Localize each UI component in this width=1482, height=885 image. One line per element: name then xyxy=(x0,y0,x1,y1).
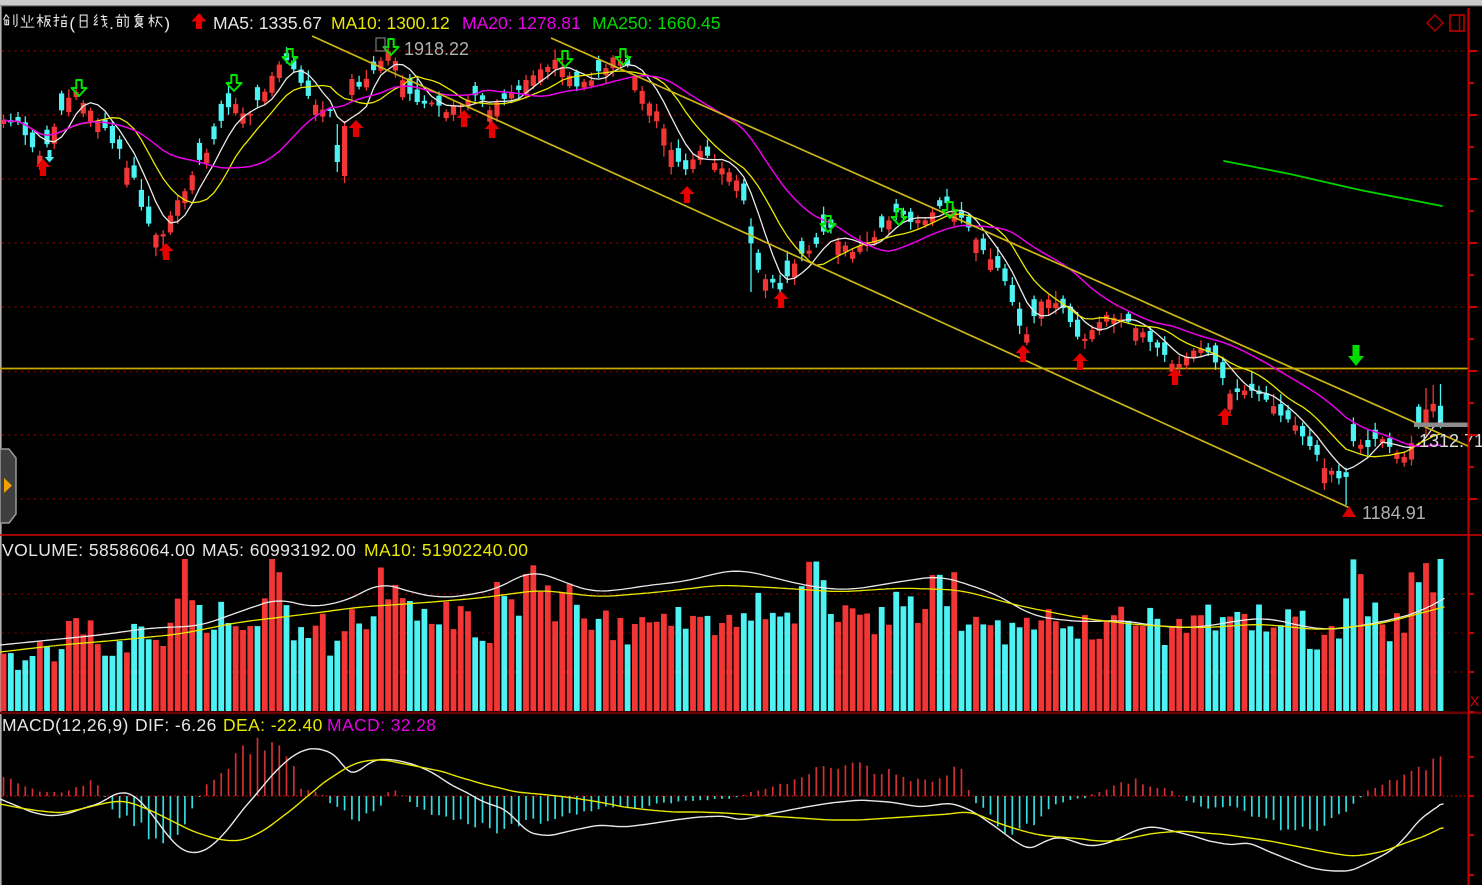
svg-text:MACD(12,26,9): MACD(12,26,9) xyxy=(2,715,129,735)
svg-text:1918.22: 1918.22 xyxy=(404,39,469,59)
svg-text:MA10: 1300.12: MA10: 1300.12 xyxy=(331,13,450,33)
svg-text:X: X xyxy=(1470,693,1480,709)
svg-text:1312.71: 1312.71 xyxy=(1419,431,1482,451)
svg-text:MA20: 1278.81: MA20: 1278.81 xyxy=(462,13,581,33)
svg-text:.: . xyxy=(109,14,114,33)
svg-text:DIF: -6.26: DIF: -6.26 xyxy=(135,715,217,735)
svg-text:MA5: 60993192.00: MA5: 60993192.00 xyxy=(202,540,356,560)
svg-text:MA5: 1335.67: MA5: 1335.67 xyxy=(213,13,322,33)
svg-text:MACD: 32.28: MACD: 32.28 xyxy=(327,715,436,735)
svg-text:VOLUME: 58586064.00: VOLUME: 58586064.00 xyxy=(2,540,195,560)
svg-text:MA250: 1660.45: MA250: 1660.45 xyxy=(592,13,720,33)
svg-text:1184.91: 1184.91 xyxy=(1362,503,1426,523)
svg-text:MA10: 51902240.00: MA10: 51902240.00 xyxy=(364,540,528,560)
svg-text:DEA: -22.40: DEA: -22.40 xyxy=(223,715,323,735)
svg-text:(: ( xyxy=(69,14,75,33)
svg-text:): ) xyxy=(164,14,170,33)
